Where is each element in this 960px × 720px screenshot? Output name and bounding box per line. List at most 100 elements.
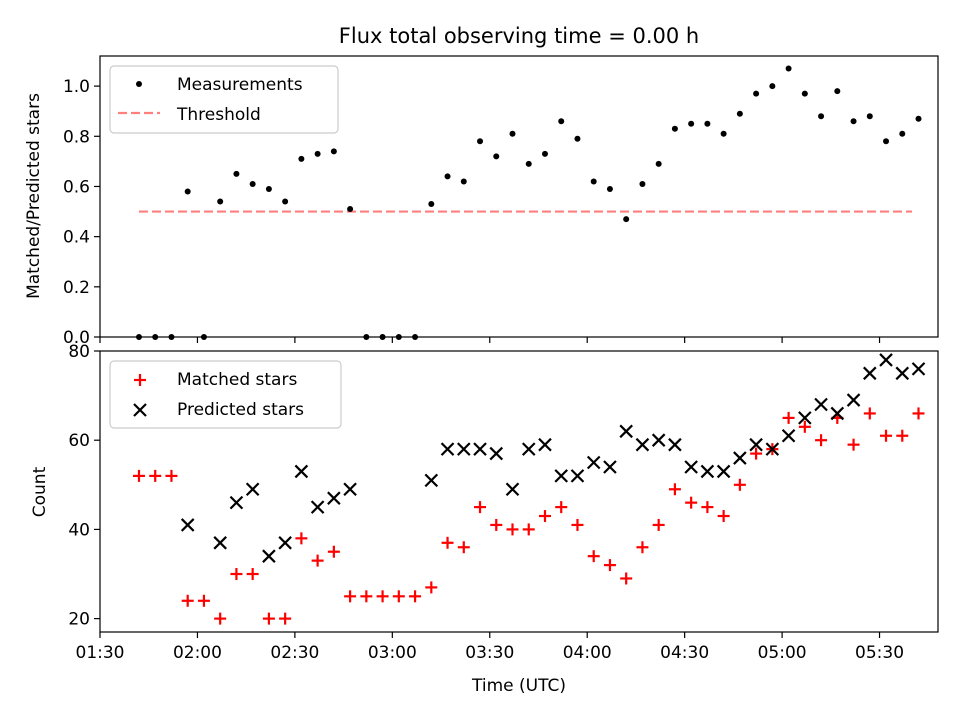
legend-label-matched: Matched stars	[177, 370, 297, 390]
measurement-point	[688, 120, 695, 127]
top-ylabel: Matched/Predicted stars	[24, 93, 44, 299]
measurement-point	[915, 115, 922, 122]
measurement-point	[428, 201, 435, 208]
measurement-point	[818, 113, 825, 120]
predicted-star-point	[668, 437, 682, 452]
predicted-star-point	[538, 437, 552, 452]
matched-star-point	[132, 469, 145, 482]
top-axes-frame	[99, 55, 939, 338]
top-y-tick-label: 0.6	[63, 177, 90, 197]
matched-star-point	[685, 496, 698, 509]
x-tick-label: 04:30	[660, 643, 709, 663]
chart-title: Flux total observing time = 0.00 h	[339, 24, 699, 48]
predicted-star-point	[440, 442, 455, 456]
x-tick-label: 03:00	[368, 643, 417, 663]
x-tick-label: 02:30	[270, 643, 319, 663]
top-xticks	[99, 337, 881, 343]
matched-star-point	[863, 407, 876, 420]
predicted-star-point	[863, 366, 877, 381]
legend-marker-measurements	[136, 81, 142, 87]
predicted-star-point	[473, 442, 487, 456]
predicted-star-point	[245, 482, 260, 497]
measurement-point	[801, 90, 808, 97]
bottom-ylabel: Count	[30, 466, 50, 517]
predicted-star-point	[327, 491, 341, 505]
x-tick-label: 05:30	[855, 643, 904, 663]
predicted-star-point	[765, 442, 780, 456]
bottom-legend: Matched stars Predicted stars	[109, 360, 342, 429]
bottom-y-tick-label: 40	[68, 520, 90, 540]
matched-star-point	[376, 590, 389, 603]
measurement-point	[606, 185, 613, 192]
matched-star-point	[620, 572, 633, 585]
x-tick-label: 02:00	[173, 643, 222, 663]
matched-star-point	[587, 550, 600, 563]
predicted-star-point	[895, 366, 910, 381]
bottom-y-tick-label: 60	[68, 431, 90, 451]
measurement-point	[347, 206, 354, 213]
matched-star-point	[327, 545, 340, 558]
matched-star-point	[668, 483, 681, 496]
top-legend: Measurements Threshold	[109, 65, 339, 134]
predicted-star-point	[911, 362, 926, 376]
matched-star-point	[652, 518, 665, 531]
measurement-point	[834, 88, 841, 95]
matched-star-point	[197, 594, 210, 607]
predicted-star-point	[798, 411, 812, 425]
measurement-point	[623, 216, 630, 223]
predicted-star-point	[781, 428, 796, 443]
matched-star-point	[733, 478, 746, 491]
measurement-point	[298, 155, 305, 162]
top-legend-box	[109, 65, 339, 134]
measurement-point	[736, 110, 743, 117]
matched-star-point	[750, 447, 763, 460]
matched-star-point	[474, 501, 487, 514]
measurement-point	[720, 130, 727, 137]
matched-star-point	[522, 523, 535, 536]
measurement-point	[850, 118, 857, 125]
predicted-star-point	[830, 406, 845, 421]
predicted-star-point	[229, 495, 244, 510]
matched-star-point	[603, 559, 616, 572]
measurement-point	[558, 118, 565, 125]
measurement-point	[704, 120, 711, 127]
matched-star-point	[798, 420, 811, 433]
predicted-star-point	[213, 536, 227, 550]
measurement-point	[477, 138, 484, 145]
predicted-star-point	[619, 424, 633, 439]
predicted-star-point	[554, 469, 569, 483]
top-y-tick-label: 0.8	[63, 127, 90, 147]
predicted-star-point	[570, 469, 585, 483]
matched-star-point	[425, 581, 438, 594]
predicted-star-point	[749, 437, 763, 452]
measurement-point	[265, 185, 272, 192]
bottom-legend-box	[109, 360, 342, 429]
predicted-star-point	[180, 518, 195, 532]
predicted-star-point	[635, 437, 650, 452]
x-tick-label: 04:00	[563, 643, 612, 663]
matched-star-point	[344, 590, 357, 603]
measurement-point	[671, 125, 678, 132]
measurement-point	[249, 180, 256, 187]
predicted-star-point	[424, 473, 439, 488]
predicted-star-point	[505, 482, 520, 497]
matched-star-point	[392, 590, 405, 603]
predicted-star-point	[310, 500, 325, 514]
predicted-star-point	[603, 460, 617, 474]
predicted-star-point	[457, 442, 471, 456]
matched-star-point	[701, 501, 714, 514]
matched-star-point	[441, 536, 454, 549]
matched-star-point	[717, 510, 730, 523]
top-y-tick-label: 0.4	[63, 228, 90, 248]
matched-star-point	[149, 469, 162, 482]
matched-star-point	[880, 429, 893, 442]
matched-star-point	[571, 518, 584, 531]
measurement-point	[233, 170, 240, 177]
matched-star-point	[246, 568, 259, 581]
measurement-point	[282, 198, 289, 205]
matched-star-point	[230, 568, 243, 581]
matched-star-point	[896, 429, 909, 442]
matched-star-point	[409, 590, 422, 603]
measurement-point	[314, 150, 321, 157]
